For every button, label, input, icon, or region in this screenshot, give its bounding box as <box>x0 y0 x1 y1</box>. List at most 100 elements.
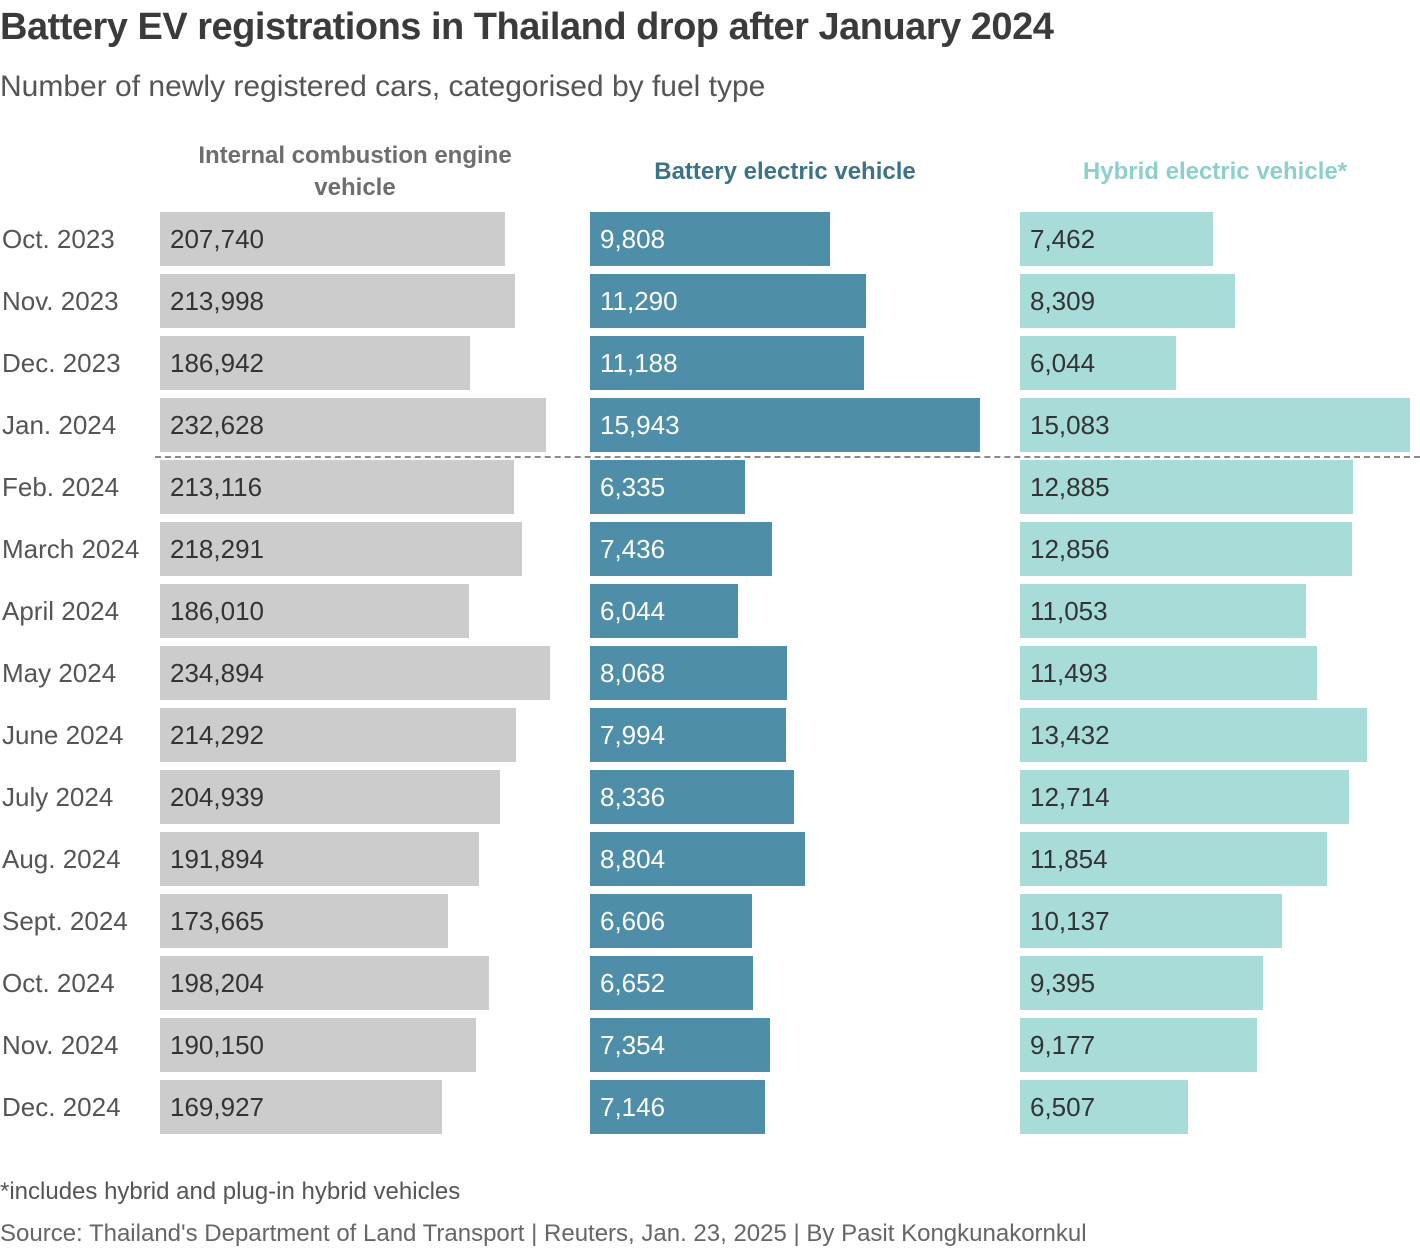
bev-bar <box>590 956 753 1010</box>
ice-bar <box>160 212 505 266</box>
hev-bar <box>1020 212 1213 266</box>
hev-value-label: 12,714 <box>1030 782 1110 812</box>
hev-value-label: 10,137 <box>1030 906 1110 936</box>
bev-bar <box>590 770 794 824</box>
hev-bar <box>1020 1080 1188 1134</box>
hev-value-label: 12,885 <box>1030 472 1110 502</box>
ice-value-label: 173,665 <box>170 906 264 936</box>
ice-bar <box>160 398 546 452</box>
hev-bar <box>1020 832 1327 886</box>
hev-bar <box>1020 460 1353 514</box>
row-label: Oct. 2023 <box>2 224 115 254</box>
source-line: Source: Thailand's Department of Land Tr… <box>0 1220 1087 1247</box>
row-label: Oct. 2024 <box>2 968 115 998</box>
ice-bar <box>160 584 469 638</box>
hev-value-label: 13,432 <box>1030 720 1110 750</box>
header-hev: Hybrid electric vehicle* <box>1082 158 1348 185</box>
header-bev: Battery electric vehicle <box>654 158 916 185</box>
bev-bar <box>590 894 752 948</box>
bev-bar <box>590 1080 765 1134</box>
ice-value-label: 218,291 <box>170 534 264 564</box>
ice-value-label: 198,204 <box>170 968 264 998</box>
bev-bar <box>590 646 787 700</box>
bev-bar <box>590 708 786 762</box>
hev-value-label: 11,493 <box>1030 658 1108 688</box>
hev-value-label: 11,854 <box>1030 844 1108 874</box>
row-label: March 2024 <box>2 534 140 564</box>
bev-value-label: 9,808 <box>600 224 666 254</box>
bev-value-label: 11,188 <box>600 348 678 378</box>
ice-bar <box>160 460 514 514</box>
hev-value-label: 6,507 <box>1030 1092 1096 1122</box>
hev-bar <box>1020 398 1410 452</box>
bev-bar <box>590 522 772 576</box>
hev-value-label: 9,395 <box>1030 968 1096 998</box>
ice-bar <box>160 274 515 328</box>
hev-value-label: 12,856 <box>1030 534 1110 564</box>
bev-value-label: 6,335 <box>600 472 666 502</box>
bev-bar <box>590 1018 770 1072</box>
ice-value-label: 207,740 <box>170 224 264 254</box>
bev-bar <box>590 832 805 886</box>
bev-bar <box>590 398 980 452</box>
ice-value-label: 191,894 <box>170 844 264 874</box>
row-label: April 2024 <box>2 596 120 626</box>
ice-value-label: 232,628 <box>170 410 264 440</box>
ice-value-label: 169,927 <box>170 1092 264 1122</box>
chart-subtitle: Number of newly registered cars, categor… <box>0 70 766 103</box>
ice-value-label: 214,292 <box>170 720 264 750</box>
bev-bar <box>590 584 738 638</box>
bev-bar <box>590 336 864 390</box>
hev-bar <box>1020 522 1352 576</box>
hev-bar <box>1020 770 1349 824</box>
bev-value-label: 6,044 <box>600 596 666 626</box>
bev-value-label: 7,436 <box>600 534 666 564</box>
hev-bar <box>1020 646 1317 700</box>
bev-value-label: 15,943 <box>600 410 680 440</box>
hev-bar <box>1020 336 1176 390</box>
hev-bar <box>1020 708 1367 762</box>
row-label: May 2024 <box>2 658 117 688</box>
chart-title: Battery EV registrations in Thailand dro… <box>0 6 1054 48</box>
ice-bar <box>160 894 448 948</box>
hev-value-label: 9,177 <box>1030 1030 1096 1060</box>
ice-value-label: 204,939 <box>170 782 264 812</box>
bev-value-label: 11,290 <box>600 286 678 316</box>
bev-value-label: 7,354 <box>600 1030 666 1060</box>
ice-bar <box>160 770 500 824</box>
hev-value-label: 11,053 <box>1030 596 1108 626</box>
bev-bar <box>590 274 866 328</box>
row-label: Nov. 2024 <box>2 1030 119 1060</box>
bev-value-label: 7,146 <box>600 1092 666 1122</box>
ice-bar <box>160 708 516 762</box>
row-label: Feb. 2024 <box>2 472 120 502</box>
ice-value-label: 213,116 <box>170 472 263 502</box>
hev-bar <box>1020 1018 1257 1072</box>
ice-bar <box>160 646 550 700</box>
bev-value-label: 7,994 <box>600 720 666 750</box>
bev-value-label: 8,804 <box>600 844 666 874</box>
bev-bar <box>590 460 745 514</box>
row-label: Nov. 2023 <box>2 286 119 316</box>
hev-bar <box>1020 584 1306 638</box>
january-2024-divider <box>155 456 1420 458</box>
bev-value-label: 6,652 <box>600 968 666 998</box>
ice-bar <box>160 336 470 390</box>
ice-bar <box>160 956 489 1010</box>
row-label: Jan. 2024 <box>2 410 117 440</box>
ice-bar <box>160 832 479 886</box>
ice-value-label: 234,894 <box>170 658 264 688</box>
bev-value-label: 8,068 <box>600 658 666 688</box>
hev-bar <box>1020 894 1282 948</box>
hev-value-label: 6,044 <box>1030 348 1096 378</box>
ice-value-label: 213,998 <box>170 286 264 316</box>
hev-value-label: 8,309 <box>1030 286 1096 316</box>
ice-bar <box>160 1018 476 1072</box>
hev-value-label: 7,462 <box>1030 224 1096 254</box>
footnote: *includes hybrid and plug-in hybrid vehi… <box>0 1178 461 1205</box>
hev-value-label: 15,083 <box>1030 410 1110 440</box>
hev-bar <box>1020 274 1235 328</box>
ice-bar <box>160 1080 442 1134</box>
ice-value-label: 186,010 <box>170 596 264 626</box>
row-label: Dec. 2023 <box>2 348 121 378</box>
